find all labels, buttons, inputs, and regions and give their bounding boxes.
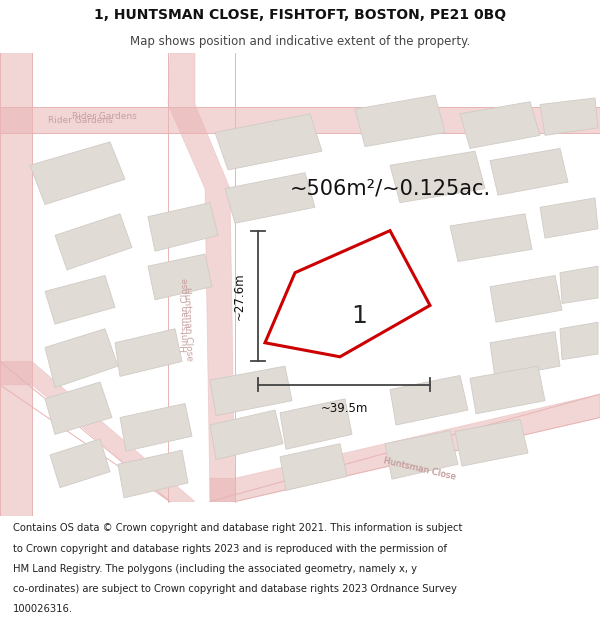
Text: 1, HUNTSMAN CLOSE, FISHTOFT, BOSTON, PE21 0BQ: 1, HUNTSMAN CLOSE, FISHTOFT, BOSTON, PE2… xyxy=(94,8,506,22)
Polygon shape xyxy=(45,276,115,324)
Polygon shape xyxy=(460,102,540,148)
Text: Rider Gardens: Rider Gardens xyxy=(47,116,112,125)
Polygon shape xyxy=(118,450,188,498)
Polygon shape xyxy=(0,53,32,516)
Text: Huntsman Close: Huntsman Close xyxy=(383,456,457,482)
Text: ~39.5m: ~39.5m xyxy=(320,402,368,414)
Polygon shape xyxy=(450,214,532,261)
Polygon shape xyxy=(455,419,528,466)
Text: Huntsman Close: Huntsman Close xyxy=(181,278,190,352)
Polygon shape xyxy=(168,53,235,502)
Polygon shape xyxy=(490,276,562,322)
Polygon shape xyxy=(385,431,458,479)
Polygon shape xyxy=(355,95,445,146)
Polygon shape xyxy=(210,410,283,459)
Polygon shape xyxy=(148,202,218,251)
Polygon shape xyxy=(225,173,315,223)
Text: HM Land Registry. The polygons (including the associated geometry, namely x, y: HM Land Registry. The polygons (includin… xyxy=(13,564,417,574)
Polygon shape xyxy=(120,404,192,451)
Text: Contains OS data © Crown copyright and database right 2021. This information is : Contains OS data © Crown copyright and d… xyxy=(13,523,463,533)
Text: ~506m²/~0.125ac.: ~506m²/~0.125ac. xyxy=(289,179,491,199)
Polygon shape xyxy=(55,214,132,270)
Text: Huntsman Close: Huntsman Close xyxy=(383,456,457,482)
Polygon shape xyxy=(210,366,292,416)
Polygon shape xyxy=(390,151,485,202)
Polygon shape xyxy=(540,198,598,238)
Polygon shape xyxy=(0,361,195,502)
Polygon shape xyxy=(490,331,560,378)
Polygon shape xyxy=(560,266,598,304)
Text: 100026316.: 100026316. xyxy=(13,604,73,614)
Polygon shape xyxy=(30,142,125,204)
Text: co-ordinates) are subject to Crown copyright and database rights 2023 Ordnance S: co-ordinates) are subject to Crown copyr… xyxy=(13,584,457,594)
Polygon shape xyxy=(210,394,600,502)
Polygon shape xyxy=(540,98,598,136)
Polygon shape xyxy=(390,376,468,425)
Text: Rider Gardens: Rider Gardens xyxy=(72,112,137,121)
Polygon shape xyxy=(470,366,545,414)
Polygon shape xyxy=(280,399,352,449)
Polygon shape xyxy=(280,444,347,491)
Text: to Crown copyright and database rights 2023 and is reproduced with the permissio: to Crown copyright and database rights 2… xyxy=(13,544,447,554)
Polygon shape xyxy=(490,148,568,195)
Polygon shape xyxy=(45,382,112,434)
Text: 1: 1 xyxy=(351,304,367,328)
Polygon shape xyxy=(148,254,212,300)
Text: Huntsman Close: Huntsman Close xyxy=(182,287,194,361)
Polygon shape xyxy=(215,114,322,170)
Polygon shape xyxy=(560,322,598,359)
Polygon shape xyxy=(0,107,600,132)
Text: ~27.6m: ~27.6m xyxy=(233,272,246,320)
Polygon shape xyxy=(115,329,182,376)
Polygon shape xyxy=(50,439,110,488)
Polygon shape xyxy=(45,329,118,388)
Text: Map shows position and indicative extent of the property.: Map shows position and indicative extent… xyxy=(130,35,470,48)
